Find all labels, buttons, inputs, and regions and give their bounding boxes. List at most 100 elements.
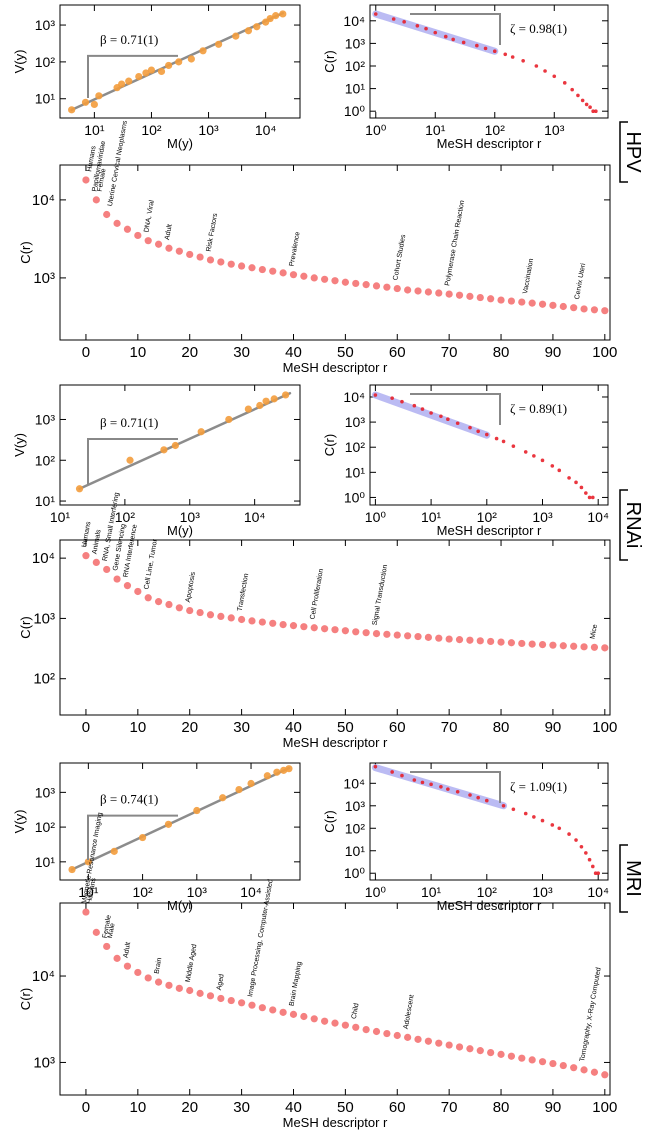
data-point: [269, 267, 277, 275]
y-axis-label: V(y): [12, 810, 27, 834]
data-point: [142, 69, 150, 77]
data-point: [144, 237, 152, 245]
data-point: [247, 779, 255, 788]
data-point: [165, 244, 173, 252]
data-point: [225, 415, 233, 424]
data-point: [400, 399, 404, 404]
descriptor-label: Humans: [81, 521, 93, 548]
plot-frame: [59, 164, 611, 341]
data-point: [84, 858, 92, 866]
x-tick-label: 10²: [477, 509, 498, 525]
data-point: [279, 620, 287, 629]
y-tick-label: 10²: [35, 54, 56, 70]
data-point: [383, 630, 391, 638]
y-tick-label: 10⁴: [343, 13, 365, 29]
data-point: [455, 636, 464, 644]
x-axis-label: MeSH descriptor r: [437, 898, 542, 913]
data-point: [559, 1061, 567, 1070]
data-point: [373, 393, 378, 397]
x-tick-label: 20: [181, 719, 198, 736]
data-point: [518, 1054, 526, 1062]
data-point: [487, 1048, 495, 1057]
data-point: [584, 851, 588, 855]
data-point: [435, 1039, 443, 1047]
data-point: [147, 66, 156, 74]
y-tick-label: 10³: [345, 35, 366, 51]
data-point: [186, 986, 194, 995]
data-point: [521, 58, 525, 63]
data-point: [110, 847, 118, 855]
annotation: ζ = 1.09(1): [510, 779, 567, 794]
data-point: [390, 396, 394, 400]
x-tick-label: 10³: [187, 884, 208, 900]
data-point: [601, 307, 609, 315]
x-axis-label: M(y): [167, 523, 193, 538]
x-tick-label: 10³: [532, 509, 553, 525]
data-point: [466, 636, 474, 644]
y-axis-label: C(r): [18, 988, 33, 1010]
x-tick-label: 30: [233, 1099, 250, 1116]
x-tick-label: 50: [337, 719, 354, 736]
data-point: [435, 289, 443, 297]
plot-frame: [369, 762, 609, 881]
descriptor-label: Cervix Uteri: [574, 262, 587, 300]
x-tick-label: 50: [337, 344, 354, 361]
x-tick-label: 10³: [544, 122, 565, 138]
x-tick-label: 100: [592, 1099, 617, 1116]
descriptor-label: Vaccination: [522, 258, 535, 294]
data-point: [476, 1047, 484, 1055]
data-point: [451, 37, 455, 42]
data-point: [134, 968, 142, 977]
data-point: [362, 1025, 370, 1034]
plot-frame: [369, 4, 609, 119]
data-point: [503, 52, 508, 57]
x-tick-label: 20: [181, 344, 198, 361]
data-point: [518, 298, 526, 306]
data-point: [587, 495, 592, 500]
data-point: [383, 283, 391, 291]
data-point: [596, 871, 600, 876]
data-point: [103, 210, 111, 219]
y-tick-label: 10³: [345, 798, 366, 814]
descriptor-label: Signal Transduction: [372, 564, 390, 626]
group-bracket: [619, 489, 628, 561]
data-point: [511, 807, 516, 812]
data-point: [175, 604, 183, 612]
data-point: [593, 871, 598, 876]
bracket: [410, 13, 501, 45]
data-point: [321, 1017, 329, 1025]
data-point: [455, 291, 464, 299]
data-point: [532, 815, 536, 819]
data-point: [196, 989, 204, 997]
data-point: [584, 491, 588, 495]
data-point: [393, 1031, 401, 1040]
data-point: [497, 296, 505, 304]
data-point: [282, 391, 290, 399]
annotation: β = 0.71(1): [100, 415, 158, 430]
y-tick-label: 10²: [345, 820, 366, 836]
data-point: [352, 628, 360, 636]
data-point: [206, 992, 215, 1000]
y-tick-label: 10⁴: [343, 775, 365, 791]
descriptor-label: Risk Factors: [206, 212, 220, 252]
x-tick-label: 60: [389, 344, 406, 361]
data-point: [248, 617, 256, 625]
data-point: [562, 81, 567, 85]
data-point: [186, 606, 194, 615]
data-point: [144, 594, 152, 602]
data-point: [123, 962, 132, 970]
data-point: [487, 637, 495, 646]
data-point: [362, 281, 370, 289]
data-point: [492, 49, 497, 54]
data-point: [82, 908, 90, 916]
data-point: [199, 47, 207, 55]
data-point: [402, 20, 406, 24]
data-point: [523, 450, 528, 454]
data-point: [123, 225, 132, 233]
data-point: [113, 954, 121, 962]
data-point: [232, 32, 240, 40]
x-tick-label: 10⁴: [255, 122, 277, 138]
data-point: [164, 820, 173, 828]
data-point: [165, 600, 173, 609]
descriptor-label: Humans: [86, 145, 98, 172]
